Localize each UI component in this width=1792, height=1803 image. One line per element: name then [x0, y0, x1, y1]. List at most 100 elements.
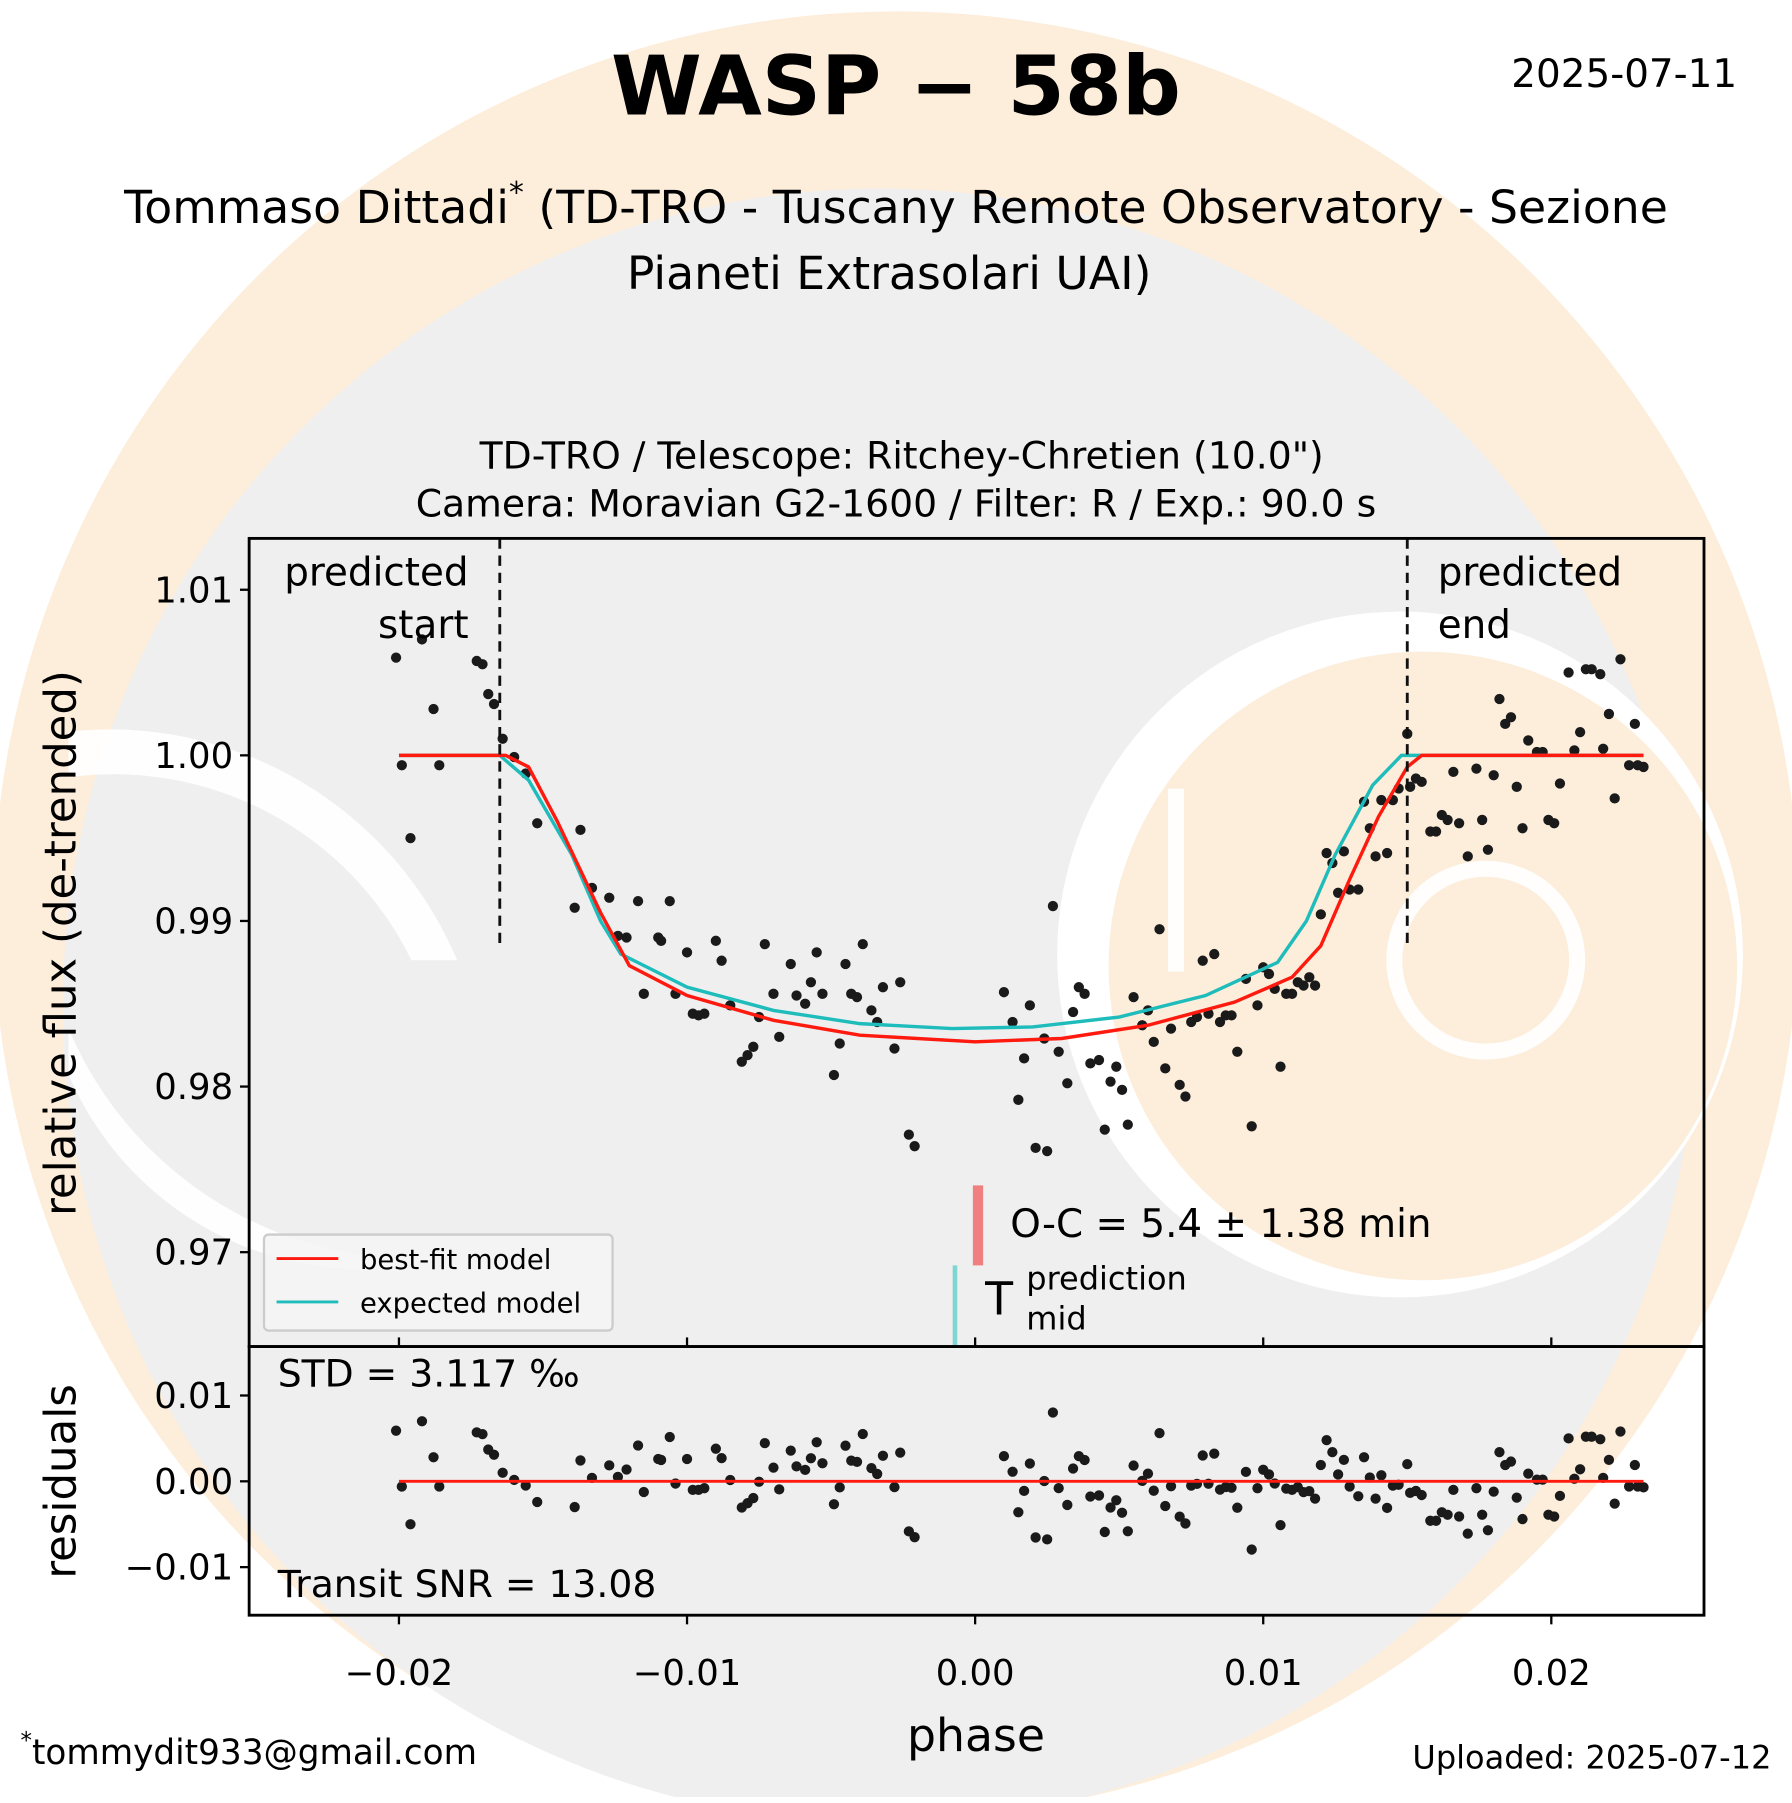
residual-point	[1370, 1493, 1381, 1504]
residual-point	[621, 1464, 632, 1475]
best-fit-model-line	[398, 753, 1644, 1044]
flux-point	[805, 977, 817, 988]
residual-point	[416, 1416, 428, 1427]
residual-point	[1122, 1526, 1133, 1537]
residual-point	[1321, 1434, 1332, 1446]
plot-title: WASP − 58b	[611, 39, 1181, 134]
flux-point	[1099, 1124, 1110, 1135]
flux-point	[532, 818, 543, 829]
flux-point	[416, 634, 428, 645]
chart-subtitle-line2: Camera: Moravian G2-1600 / Filter: R / E…	[416, 482, 1377, 526]
flux-point	[1338, 846, 1350, 857]
chart-subtitle-line1: TD-TRO / Telescope: Ritchey-Chretien (10…	[479, 434, 1324, 478]
residual-point	[828, 1499, 840, 1510]
flux-point	[1160, 1063, 1171, 1074]
residual-point	[664, 1431, 675, 1443]
residual-point	[1511, 1492, 1522, 1503]
flux-point	[1226, 1010, 1237, 1021]
residual-point	[1013, 1507, 1024, 1518]
flux-points	[390, 634, 1649, 1157]
residual-point	[768, 1462, 779, 1473]
residual-point	[1338, 1454, 1350, 1466]
snr-label: Transit SNR = 13.08	[277, 1562, 657, 1606]
std-label: STD = 3.117 ‰	[278, 1352, 580, 1396]
flux-point	[1030, 1142, 1041, 1153]
flux-point	[1549, 818, 1560, 829]
flux-point	[483, 688, 494, 700]
residual-point	[1062, 1499, 1073, 1511]
residual-point	[1226, 1482, 1237, 1493]
flux-point	[817, 988, 828, 999]
flux-point	[1105, 1076, 1116, 1087]
residual-point	[1154, 1427, 1165, 1439]
flux-point	[774, 1031, 785, 1043]
flux-point	[1263, 968, 1275, 980]
residual-point	[840, 1440, 851, 1451]
residual-point	[1430, 1515, 1442, 1526]
residual-point	[774, 1484, 785, 1495]
flux-point	[903, 1129, 915, 1140]
residual-point	[1007, 1466, 1018, 1477]
flux-point	[791, 990, 802, 1001]
flux-point	[1154, 924, 1165, 935]
residual-point	[434, 1481, 445, 1492]
tmid-label: T	[984, 1273, 1014, 1326]
residual-point	[1517, 1513, 1528, 1525]
flux-point	[866, 1005, 877, 1016]
flux-point	[1042, 1146, 1053, 1157]
flux-point	[434, 760, 445, 771]
tmid-prediction-marker	[952, 1265, 958, 1347]
residual-point	[1085, 1491, 1096, 1502]
x-tick-label: −0.02	[345, 1653, 454, 1694]
residual-point	[1537, 1474, 1548, 1485]
residual-point	[1209, 1448, 1220, 1459]
affiliation-line1: (TD-TRO - Tuscany Remote Observatory - S…	[524, 181, 1668, 234]
residual-point	[1165, 1481, 1177, 1492]
flux-point	[621, 932, 632, 943]
flux-point	[742, 1049, 753, 1061]
flux-point	[488, 698, 500, 710]
flux-point	[405, 833, 416, 844]
residual-point	[1240, 1466, 1252, 1478]
residual-point	[1615, 1426, 1626, 1437]
flux-point	[1416, 776, 1427, 787]
flux-point	[1053, 1046, 1064, 1057]
flux-point	[1482, 844, 1494, 855]
residual-point	[405, 1519, 416, 1530]
x-tick-label: 0.01	[1224, 1653, 1303, 1694]
flux-point	[477, 659, 488, 670]
residual-point	[497, 1467, 508, 1478]
residual-point	[1462, 1528, 1473, 1539]
x-axis-label: phase	[907, 1709, 1045, 1762]
flux-point	[1381, 847, 1393, 859]
residual-point	[909, 1532, 920, 1543]
flux-point	[1067, 1006, 1079, 1018]
residual-point	[569, 1501, 580, 1513]
residual-point	[1269, 1478, 1280, 1489]
residual-point	[1263, 1469, 1275, 1480]
flux-point	[1523, 735, 1534, 746]
flux-point	[1615, 654, 1626, 665]
residual-point	[759, 1437, 770, 1449]
residual-point	[1315, 1459, 1326, 1471]
flux-point	[1448, 766, 1459, 778]
residual-point	[632, 1440, 644, 1451]
residual-point	[800, 1464, 811, 1476]
flux-point	[1462, 851, 1473, 862]
flux-point	[834, 1038, 845, 1049]
residual-point	[612, 1471, 624, 1482]
y-tick-label: 1.01	[154, 570, 233, 611]
residual-point	[857, 1428, 868, 1440]
x-tick-label: 0.00	[936, 1653, 1015, 1694]
flux-point	[428, 703, 439, 715]
author-line: Tommaso Dittadi* (TD-TRO - Tuscany Remot…	[123, 175, 1668, 234]
flux-point	[828, 1069, 840, 1081]
residual-point	[1246, 1544, 1257, 1555]
flux-point	[768, 988, 779, 999]
flux-point	[1554, 778, 1566, 789]
residual-point	[1024, 1458, 1036, 1469]
residual-point	[1416, 1489, 1427, 1501]
light-curve-panel	[390, 538, 1649, 1347]
residual-point	[604, 1460, 615, 1471]
